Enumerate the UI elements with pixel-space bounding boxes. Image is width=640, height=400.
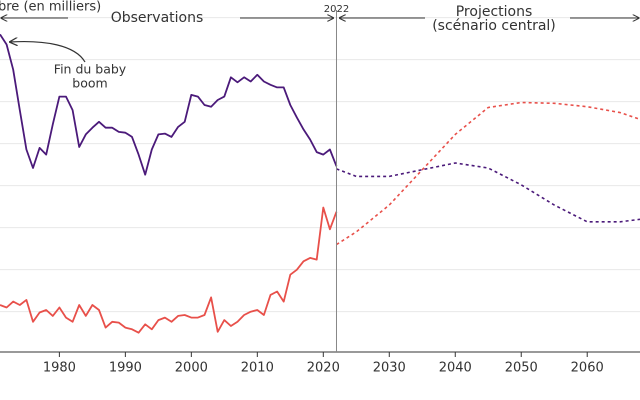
projections-label: Projections	[456, 4, 533, 20]
x-tick-label: 2030	[373, 361, 406, 376]
x-tick-label: 2010	[241, 361, 274, 376]
observed-line	[0, 206, 338, 334]
x-tick-label: 2040	[439, 361, 472, 376]
x-tick-label: 2000	[175, 361, 208, 376]
x-tick-label: 1980	[43, 361, 76, 376]
projection-line	[336, 101, 640, 246]
title-bg	[0, 0, 100, 14]
chart-title: bre (en milliers)	[0, 0, 101, 15]
observations-label: Observations	[111, 10, 204, 26]
x-tick-label: 2060	[571, 361, 604, 376]
lines	[0, 10, 640, 352]
labels: 1980 1990 2000 2010 2020 2030 2040 2050 2060 2022…	[0, 0, 639, 376]
annotation-label: Fin du baby	[54, 62, 127, 77]
observed-line	[0, 33, 338, 176]
projection-line	[336, 162, 640, 223]
x-tick-label: 1990	[109, 361, 142, 376]
annotation-label: boom	[72, 76, 107, 91]
annotation-arrow	[10, 42, 86, 63]
x-tick-label: 2050	[505, 361, 538, 376]
projections-label: (scénario central)	[432, 18, 556, 34]
divider-label: 2022	[324, 4, 349, 15]
grid	[0, 17, 640, 357]
x-tick-label: 2020	[307, 361, 340, 376]
